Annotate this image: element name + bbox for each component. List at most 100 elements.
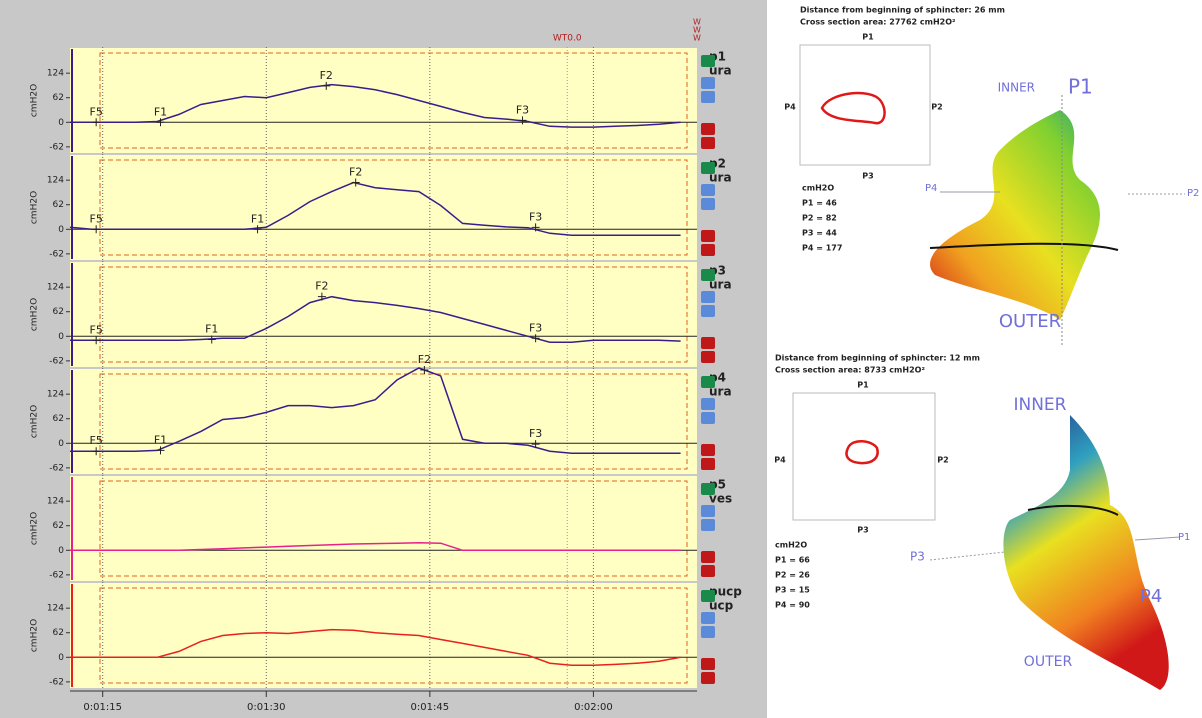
x-tick-label: 0:01:45 bbox=[411, 702, 450, 713]
y-tick-label: 0 bbox=[58, 118, 64, 128]
sphincter-model bbox=[1003, 415, 1169, 690]
side-button[interactable] bbox=[701, 590, 715, 602]
event-label: F2 bbox=[418, 353, 431, 366]
trace bbox=[70, 295, 681, 343]
y-tick-label: 62 bbox=[53, 93, 64, 103]
side-button[interactable] bbox=[701, 505, 715, 517]
y-tick-label: 62 bbox=[53, 521, 64, 531]
event-label: F5 bbox=[90, 434, 103, 447]
event-label: F5 bbox=[90, 323, 103, 336]
side-button[interactable] bbox=[701, 483, 715, 495]
event-marker bbox=[531, 440, 540, 449]
side-button[interactable] bbox=[701, 230, 715, 242]
side-button[interactable] bbox=[701, 519, 715, 531]
y-tick-label: 62 bbox=[53, 307, 64, 317]
trace bbox=[70, 542, 681, 552]
y-tick-label: 0 bbox=[58, 653, 64, 663]
model-label: P2 bbox=[1187, 188, 1199, 199]
y-axis-label: cmH2O bbox=[30, 298, 40, 331]
y-tick-label: -62 bbox=[49, 249, 64, 259]
reading: P2 = 82 bbox=[802, 214, 837, 223]
side-button[interactable] bbox=[701, 269, 715, 281]
side-button[interactable] bbox=[701, 376, 715, 388]
box-label: P4 bbox=[774, 456, 786, 465]
y-tick-label: -62 bbox=[49, 142, 64, 152]
y-tick-label: -62 bbox=[49, 356, 64, 366]
y-tick-label: 124 bbox=[47, 283, 64, 293]
model-label: INNER bbox=[1013, 395, 1066, 415]
reading: P3 = 15 bbox=[775, 586, 810, 595]
event-marker bbox=[518, 116, 527, 125]
event-label: F2 bbox=[315, 280, 328, 293]
side-button[interactable] bbox=[701, 244, 715, 256]
event-label: F3 bbox=[529, 210, 542, 223]
unit-text: cmH2O bbox=[775, 541, 807, 550]
y-tick-label: 124 bbox=[47, 69, 64, 79]
unit-text: cmH2O bbox=[802, 184, 834, 193]
channel-type: ucp bbox=[709, 599, 734, 613]
reading: P1 = 66 bbox=[775, 556, 810, 565]
box-label: P2 bbox=[937, 456, 948, 465]
y-tick-label: 62 bbox=[53, 200, 64, 210]
event-marker bbox=[92, 118, 101, 127]
y-tick-label: 0 bbox=[58, 439, 64, 449]
section-ring bbox=[929, 242, 1119, 251]
selection-window bbox=[99, 373, 688, 470]
side-button[interactable] bbox=[701, 398, 715, 410]
side-button[interactable] bbox=[701, 626, 715, 638]
box-label: P2 bbox=[931, 103, 942, 112]
y-tick-label: 62 bbox=[53, 414, 64, 424]
section-outline bbox=[820, 91, 886, 125]
event-marker bbox=[351, 178, 360, 187]
x-tick-label: 0:01:15 bbox=[83, 702, 122, 713]
side-button[interactable] bbox=[701, 458, 715, 470]
selection-window bbox=[99, 587, 688, 684]
event-label: F1 bbox=[154, 433, 167, 446]
side-button[interactable] bbox=[701, 444, 715, 456]
event-marker bbox=[156, 118, 165, 127]
side-button[interactable] bbox=[701, 123, 715, 135]
side-button[interactable] bbox=[701, 198, 715, 210]
side-button[interactable] bbox=[701, 672, 715, 684]
sphincter-model bbox=[930, 110, 1100, 320]
model-label: P4 bbox=[1140, 586, 1162, 607]
reading: P2 = 26 bbox=[775, 571, 810, 580]
side-button[interactable] bbox=[701, 77, 715, 89]
event-marker bbox=[156, 446, 165, 455]
side-button[interactable] bbox=[701, 412, 715, 424]
event-marker bbox=[531, 223, 540, 232]
side-button[interactable] bbox=[701, 337, 715, 349]
side-button[interactable] bbox=[701, 291, 715, 303]
side-button[interactable] bbox=[701, 184, 715, 196]
reading: P1 = 46 bbox=[802, 199, 837, 208]
y-tick-label: 0 bbox=[58, 332, 64, 342]
model-label: P1 bbox=[1178, 532, 1190, 543]
event-marker bbox=[92, 447, 101, 456]
side-button[interactable] bbox=[701, 565, 715, 577]
side-button[interactable] bbox=[701, 55, 715, 67]
event-marker bbox=[207, 335, 216, 344]
window-mark: W bbox=[693, 18, 701, 27]
side-button[interactable] bbox=[701, 162, 715, 174]
reading: P4 = 177 bbox=[802, 244, 842, 253]
y-tick-label: -62 bbox=[49, 570, 64, 580]
plot-area bbox=[70, 155, 697, 260]
side-button[interactable] bbox=[701, 351, 715, 363]
side-button[interactable] bbox=[701, 612, 715, 624]
channel-type: ura bbox=[709, 278, 732, 292]
channel-type: ura bbox=[709, 171, 732, 185]
side-button[interactable] bbox=[701, 658, 715, 670]
box-label: P3 bbox=[862, 172, 873, 181]
event-marker bbox=[317, 292, 326, 301]
event-marker bbox=[531, 334, 540, 343]
event-marker bbox=[420, 365, 429, 374]
reading: P4 = 90 bbox=[775, 601, 810, 610]
event-label: F2 bbox=[320, 69, 333, 82]
side-button[interactable] bbox=[701, 137, 715, 149]
event-marker bbox=[92, 336, 101, 345]
side-button[interactable] bbox=[701, 91, 715, 103]
model-label: OUTER bbox=[999, 311, 1061, 332]
event-label: F1 bbox=[154, 105, 167, 118]
side-button[interactable] bbox=[701, 305, 715, 317]
side-button[interactable] bbox=[701, 551, 715, 563]
